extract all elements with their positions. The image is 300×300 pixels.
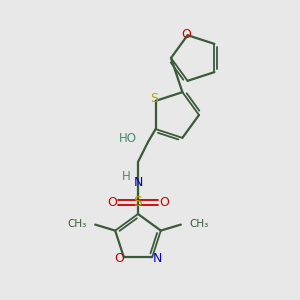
Text: O: O: [182, 28, 191, 41]
Text: CH₃: CH₃: [67, 219, 86, 229]
Text: H: H: [122, 170, 130, 184]
Text: O: O: [114, 252, 124, 265]
Text: HO: HO: [119, 131, 137, 145]
Text: O: O: [107, 196, 117, 208]
Text: N: N: [152, 252, 162, 265]
Text: N: N: [133, 176, 143, 188]
Text: S: S: [134, 195, 142, 209]
Text: S: S: [151, 92, 159, 105]
Text: O: O: [159, 196, 169, 208]
Text: CH₃: CH₃: [190, 219, 209, 229]
